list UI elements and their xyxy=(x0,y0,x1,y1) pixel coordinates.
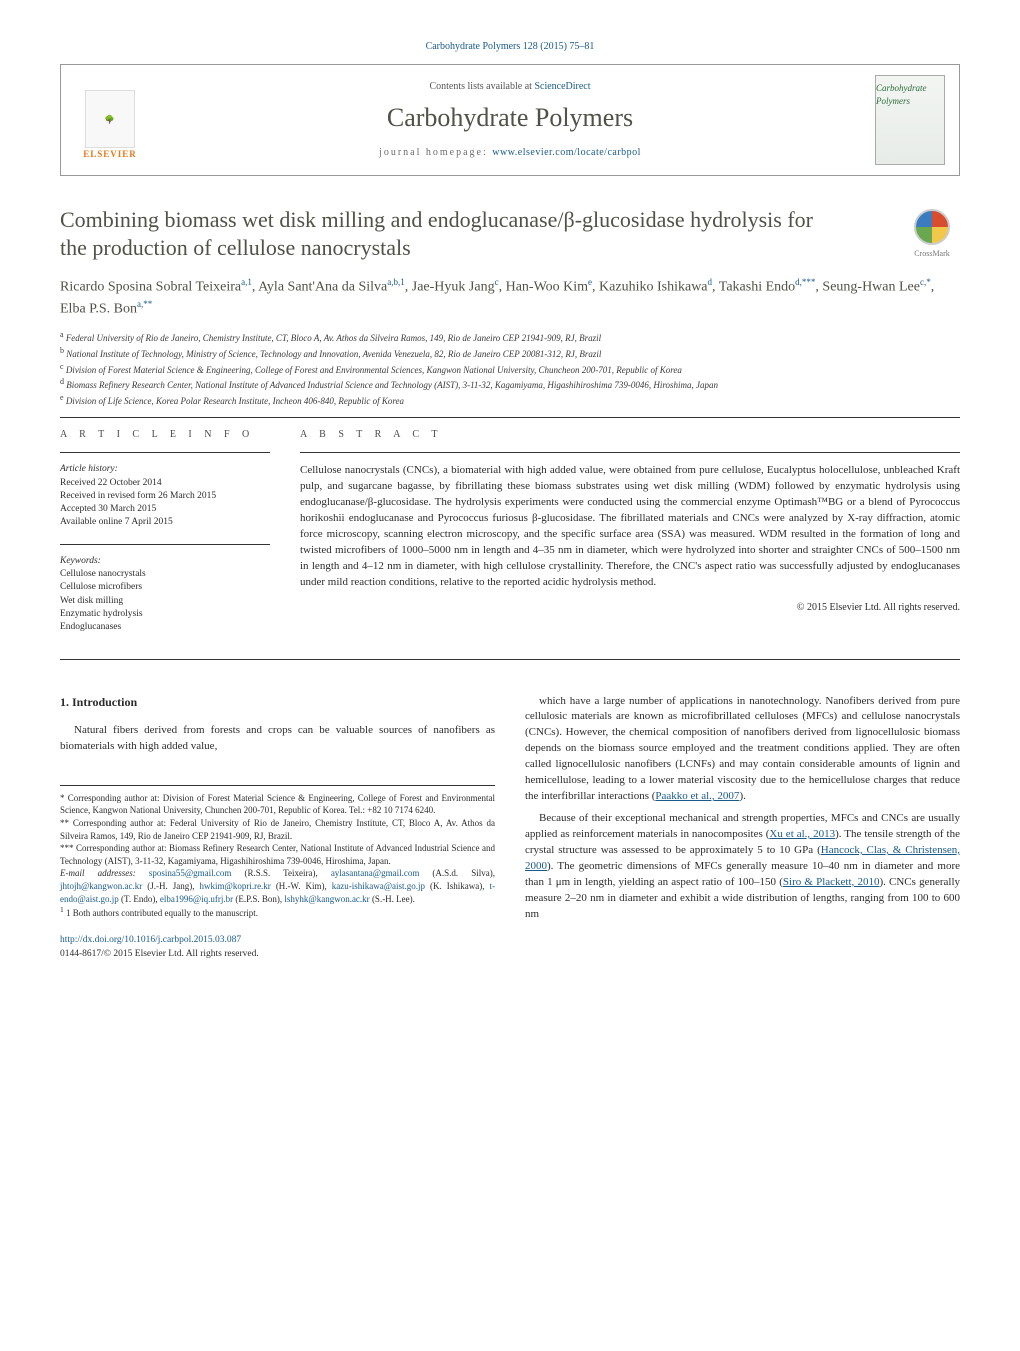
article-info-column: A R T I C L E I N F O Article history: R… xyxy=(60,428,270,648)
article-history: Article history: Received 22 October 201… xyxy=(60,463,270,529)
intro-paragraph: Natural fibers derived from forests and … xyxy=(60,723,495,755)
author-list: Ricardo Sposina Sobral Teixeiraa,1, Ayla… xyxy=(60,276,960,319)
sciencedirect-link[interactable]: ScienceDirect xyxy=(534,81,590,92)
journal-homepage-line: journal homepage: www.elsevier.com/locat… xyxy=(145,146,875,160)
citation-link[interactable]: Paakko et al., 2007 xyxy=(655,790,739,802)
issn-copyright: 0144-8617/© 2015 Elsevier Ltd. All right… xyxy=(60,949,259,959)
citation-link[interactable]: Xu et al., 2013 xyxy=(769,828,835,840)
article-title: Combining biomass wet disk milling and e… xyxy=(60,206,840,261)
footnotes: * Corresponding author at: Division of F… xyxy=(60,785,495,920)
doi-block: http://dx.doi.org/10.1016/j.carbpol.2015… xyxy=(60,934,495,962)
abstract-text: Cellulose nanocrystals (CNCs), a biomate… xyxy=(300,463,960,591)
abstract-column: A B S T R A C T Cellulose nanocrystals (… xyxy=(300,428,960,648)
email-link[interactable]: jhtojh@kangwon.ac.kr xyxy=(60,881,142,891)
journal-reference: Carbohydrate Polymers 128 (2015) 75–81 xyxy=(60,40,960,54)
crossmark-icon xyxy=(914,209,950,245)
crossmark-badge[interactable]: CrossMark xyxy=(904,206,960,262)
email-link[interactable]: elba1996@iq.ufrj.br xyxy=(160,894,233,904)
email-link[interactable]: hwkim@kopri.re.kr xyxy=(200,881,271,891)
journal-cover-thumbnail: Carbohydrate Polymers xyxy=(875,75,945,165)
publisher-name: ELSEVIER xyxy=(83,148,137,161)
citation-link[interactable]: Siro & Plackett, 2010 xyxy=(783,876,880,888)
article-info-heading: A R T I C L E I N F O xyxy=(60,428,270,442)
email-link[interactable]: aylasantana@gmail.com xyxy=(331,868,420,878)
abstract-copyright: © 2015 Elsevier Ltd. All rights reserved… xyxy=(300,601,960,615)
keywords-block: Keywords: Cellulose nanocrystalsCellulos… xyxy=(60,555,270,635)
divider xyxy=(60,417,960,418)
publisher-logo: 🌳 ELSEVIER xyxy=(75,79,145,161)
intro-heading: 1. Introduction xyxy=(60,694,495,711)
journal-header: 🌳 ELSEVIER Contents lists available at S… xyxy=(60,64,960,176)
journal-name: Carbohydrate Polymers xyxy=(145,100,875,136)
right-column: which have a large number of application… xyxy=(525,694,960,962)
intro-paragraph-2: Because of their exceptional mechanical … xyxy=(525,811,960,923)
email-link[interactable]: kazu-ishikawa@aist.go.jp xyxy=(332,881,425,891)
abstract-heading: A B S T R A C T xyxy=(300,428,960,442)
email-link[interactable]: sposina55@gmail.com xyxy=(149,868,232,878)
crossmark-label: CrossMark xyxy=(914,248,950,259)
left-column: 1. Introduction Natural fibers derived f… xyxy=(60,694,495,962)
corresponding-author-1: * Corresponding author at: Division of F… xyxy=(60,792,495,817)
doi-link[interactable]: http://dx.doi.org/10.1016/j.carbpol.2015… xyxy=(60,935,241,945)
publisher-tree-icon: 🌳 xyxy=(85,90,135,148)
equal-contribution-note: 1 1 Both authors contributed equally to … xyxy=(60,905,495,920)
corresponding-author-3: *** Corresponding author at: Biomass Ref… xyxy=(60,842,495,867)
contents-list-line: Contents lists available at ScienceDirec… xyxy=(145,80,875,94)
intro-paragraph-continued: which have a large number of application… xyxy=(525,694,960,806)
corresponding-author-2: ** Corresponding author at: Federal Univ… xyxy=(60,817,495,842)
email-addresses: E-mail addresses: sposina55@gmail.com (R… xyxy=(60,867,495,905)
divider xyxy=(60,659,960,660)
journal-homepage-link[interactable]: www.elsevier.com/locate/carbpol xyxy=(492,147,641,158)
affiliation-list: a Federal University of Rio de Janeiro, … xyxy=(60,329,960,407)
email-link[interactable]: lshyhk@kangwon.ac.kr xyxy=(284,894,369,904)
